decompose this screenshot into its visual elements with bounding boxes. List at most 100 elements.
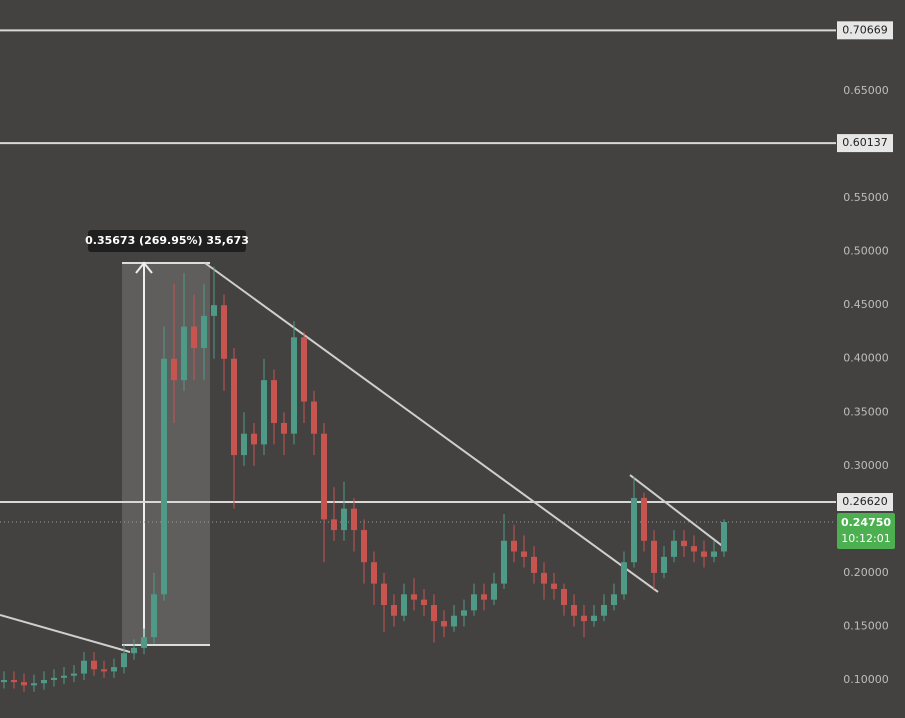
candle-body — [611, 594, 617, 606]
measure-arrowhead — [135, 261, 153, 274]
candle-body — [491, 583, 497, 600]
candle-body — [681, 540, 687, 547]
candle-body — [271, 380, 277, 423]
candle-body — [171, 358, 177, 381]
candle-body — [31, 683, 37, 686]
candle-body — [181, 326, 187, 381]
level-label: 0.60137 — [842, 136, 888, 149]
candle-body — [361, 530, 367, 563]
candle-body — [691, 546, 697, 552]
candle-body — [701, 551, 707, 557]
trendline — [204, 262, 659, 593]
candle-body — [721, 522, 727, 552]
candle-body — [531, 556, 537, 573]
candle-body — [21, 682, 27, 686]
level-label-bg — [837, 493, 893, 512]
candle-body — [261, 380, 267, 445]
y-tick-label: 0.35000 — [843, 405, 889, 418]
candle-body — [221, 305, 227, 359]
candle-body — [211, 305, 217, 316]
candle-body — [11, 679, 17, 683]
candle-body — [161, 358, 167, 595]
candle-body — [461, 610, 467, 616]
candle-body — [131, 647, 137, 654]
candle-body — [191, 326, 197, 349]
candle-body — [391, 605, 397, 616]
last-price-bg — [837, 513, 895, 550]
countdown: 10:12:01 — [841, 532, 890, 545]
y-tick-label: 0.10000 — [843, 673, 889, 686]
candle-body — [381, 583, 387, 606]
candle-body — [61, 675, 67, 678]
candle-body — [321, 433, 327, 520]
candle-body — [621, 562, 627, 595]
candle-body — [91, 660, 97, 670]
candle-body — [81, 660, 87, 674]
trendline — [0, 614, 131, 653]
candle-body — [561, 588, 567, 606]
candle-body — [501, 540, 507, 584]
candle-body — [421, 599, 427, 606]
measure-label: 0.35673 (269.95%) 35,673 — [85, 234, 249, 247]
candle-body — [151, 594, 157, 638]
candle-body — [251, 433, 257, 445]
candle-body — [601, 605, 607, 616]
candle-body — [371, 562, 377, 584]
y-tick-label: 0.45000 — [843, 298, 889, 311]
y-tick-label: 0.65000 — [843, 84, 889, 97]
candle-body — [631, 497, 637, 563]
level-label-bg — [837, 134, 893, 153]
candle-body — [351, 508, 357, 531]
candle-body — [431, 605, 437, 622]
candle-body — [401, 594, 407, 616]
candle-body — [141, 637, 147, 648]
y-tick-label: 0.55000 — [843, 191, 889, 204]
candle-body — [241, 433, 247, 456]
candle-body — [471, 594, 477, 611]
y-tick-label: 0.30000 — [843, 459, 889, 472]
candle-body — [341, 508, 347, 531]
candle-body — [291, 337, 297, 434]
candle-body — [331, 519, 337, 531]
candle-body — [551, 583, 557, 589]
candle-body — [1, 679, 7, 683]
candle-body — [511, 540, 517, 552]
candle-body — [201, 315, 207, 349]
candle-body — [311, 401, 317, 434]
candle-body — [411, 594, 417, 600]
candle-body — [41, 679, 47, 684]
candle-body — [711, 551, 717, 557]
candle-body — [481, 594, 487, 600]
candle-body — [71, 673, 77, 676]
y-tick-label: 0.50000 — [843, 245, 889, 258]
candle-body — [661, 556, 667, 573]
candle-body — [651, 540, 657, 573]
candle-body — [301, 337, 307, 402]
candle-body — [121, 653, 127, 668]
candle-body — [111, 667, 117, 672]
trendline — [629, 474, 726, 549]
y-tick-label: 0.15000 — [843, 619, 889, 632]
level-label: 0.26620 — [842, 495, 888, 508]
y-tick-label: 0.20000 — [843, 566, 889, 579]
candle-body — [51, 677, 57, 680]
candle-body — [641, 497, 647, 541]
y-tick-label: 0.40000 — [843, 352, 889, 365]
candle-body — [231, 358, 237, 456]
measure-label-bg — [88, 230, 246, 252]
candle-body — [571, 605, 577, 616]
candle-body — [441, 621, 447, 627]
candle-body — [541, 572, 547, 584]
candle-body — [521, 551, 527, 557]
level-label: 0.70669 — [842, 23, 888, 36]
last-price-label: 0.24750 — [841, 516, 891, 529]
candle-body — [281, 422, 287, 434]
candle-body — [581, 615, 587, 622]
candle-body — [451, 615, 457, 627]
candle-body — [591, 615, 597, 622]
candle-body — [671, 540, 677, 557]
level-label-bg — [837, 21, 893, 40]
candle-body — [101, 669, 107, 672]
